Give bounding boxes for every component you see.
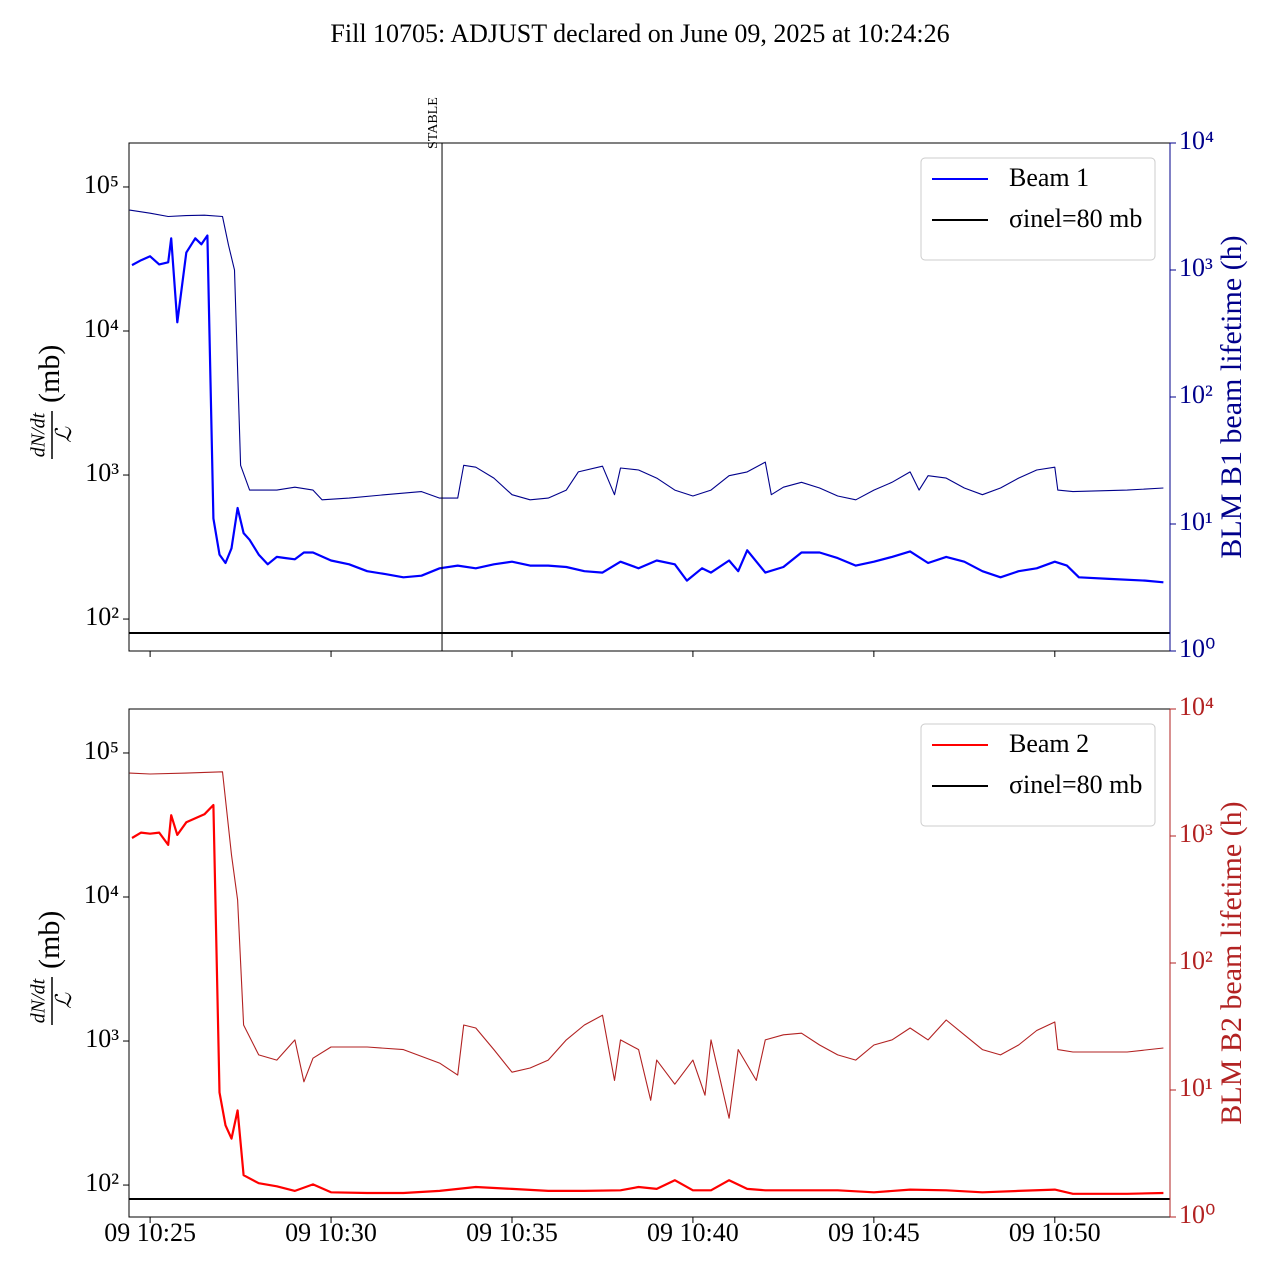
series-line [131, 803, 1164, 1195]
y2-tick-label: 10³ [1179, 819, 1213, 848]
legend-label: σinel=80 mb [1009, 204, 1142, 233]
y-tick-label: 10² [85, 602, 119, 631]
y-tick-label: 10³ [85, 1024, 119, 1053]
series-line [129, 209, 1164, 501]
legend-box [920, 157, 1156, 261]
y2-tick-label: 10⁰ [1179, 1200, 1215, 1229]
x-tick-label: 09 10:35 [466, 1218, 558, 1247]
y-tick-label: 10⁵ [84, 736, 119, 765]
y-label-unit: (mb) [33, 345, 66, 403]
legend-label: Beam 1 [1009, 163, 1089, 192]
x-tick-label: 09 10:40 [647, 1218, 739, 1247]
annotation-text: STABLE [426, 97, 441, 149]
x-tick-label: 09 10:25 [104, 1218, 196, 1247]
x-tick-label: 09 10:45 [828, 1218, 920, 1247]
y-axis-label: dN/dt ℒ (mb) [28, 345, 76, 459]
y-label-denominator: ℒ [51, 426, 76, 443]
y-label-unit: (mb) [33, 911, 66, 969]
y-axis-label: dN/dt ℒ (mb) [28, 911, 76, 1025]
y2-tick-label: 10¹ [1179, 507, 1213, 536]
y-tick-label: 10⁴ [84, 314, 119, 343]
y-label-numerator: dN/dt [28, 978, 50, 1023]
y2-tick-label: 10³ [1179, 253, 1213, 282]
x-tick-label: 09 10:30 [285, 1218, 377, 1247]
y2-tick-label: 10² [1179, 946, 1213, 975]
x-tick-label: 09 10:50 [1009, 1218, 1101, 1247]
y2-axis-label: BLM B1 beam lifetime (h) [1215, 235, 1248, 558]
y-tick-label: 10² [85, 1168, 119, 1197]
series-line [131, 234, 1164, 584]
legend-label: σinel=80 mb [1009, 770, 1142, 799]
y2-tick-label: 10² [1179, 380, 1213, 409]
y2-axis-label: BLM B2 beam lifetime (h) [1215, 801, 1248, 1124]
legend-label: Beam 2 [1009, 729, 1089, 758]
y-tick-label: 10⁵ [84, 170, 119, 199]
y-tick-label: 10⁴ [84, 880, 119, 909]
legend-box [920, 723, 1156, 827]
y-label-numerator: dN/dt [28, 412, 50, 457]
figure-title: Fill 10705: ADJUST declared on June 09, … [330, 19, 949, 48]
y2-tick-label: 10⁰ [1179, 634, 1215, 663]
y2-tick-label: 10⁴ [1179, 126, 1214, 155]
y2-tick-label: 10¹ [1179, 1073, 1213, 1102]
series-line [129, 771, 1164, 1119]
plot-area [129, 771, 1170, 1201]
y2-tick-label: 10⁴ [1179, 692, 1214, 721]
plot-area [129, 209, 1170, 635]
y-tick-label: 10³ [85, 458, 119, 487]
y-label-denominator: ℒ [51, 992, 76, 1009]
